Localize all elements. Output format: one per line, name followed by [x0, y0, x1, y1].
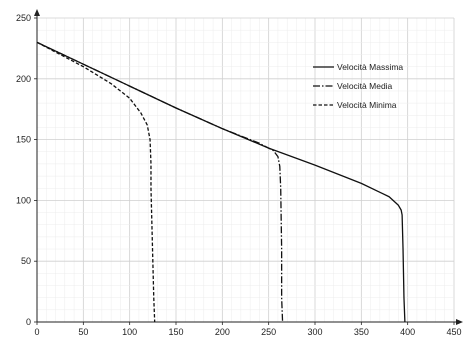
- x-tick-label: 150: [168, 327, 183, 337]
- x-tick-label: 100: [122, 327, 137, 337]
- y-tick-label: 50: [21, 256, 31, 266]
- chart-legend: Velocità Massima Velocità Media Velocità M…: [313, 62, 403, 110]
- y-tick-label: 100: [16, 195, 31, 205]
- series-velocita-massima: [36, 41, 406, 323]
- series-velocita-media: [36, 41, 284, 323]
- y-tick-label: 150: [16, 135, 31, 145]
- chart-tick-labels: 0 50 100 150 200 250 300 350 400 450 0 50 100 150 200 2…: [16, 13, 462, 337]
- x-tick-label: 300: [307, 327, 322, 337]
- x-tick-label: 0: [34, 327, 39, 337]
- legend-label: Velocità Minima: [337, 100, 397, 110]
- x-tick-label: 200: [215, 327, 230, 337]
- x-tick-label: 400: [400, 327, 415, 337]
- x-tick-label: 250: [261, 327, 276, 337]
- y-axis-arrow: [34, 9, 40, 16]
- legend-label: Velocità Media: [337, 81, 393, 91]
- x-axis-arrow: [456, 319, 463, 325]
- y-tick-label: 250: [16, 13, 31, 23]
- chart-series: [36, 41, 406, 323]
- legend-label: Velocità Massima: [337, 62, 403, 72]
- series-velocita-minima: [36, 41, 156, 323]
- chart-axes: [34, 9, 463, 325]
- y-tick-label: 200: [16, 74, 31, 84]
- x-tick-label: 50: [78, 327, 88, 337]
- x-tick-label: 350: [354, 327, 369, 337]
- x-tick-label: 450: [446, 327, 461, 337]
- y-tick-label: 0: [26, 317, 31, 327]
